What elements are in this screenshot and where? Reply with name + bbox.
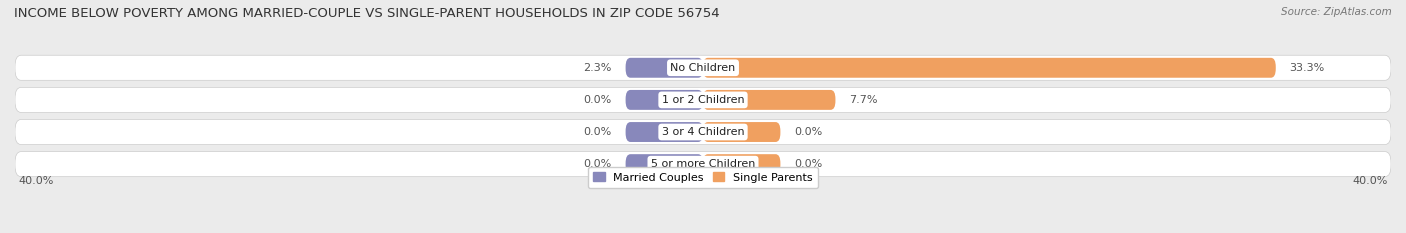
Text: 0.0%: 0.0%	[583, 95, 612, 105]
Text: 33.3%: 33.3%	[1289, 63, 1324, 73]
FancyBboxPatch shape	[703, 90, 835, 110]
FancyBboxPatch shape	[626, 154, 703, 174]
Text: 3 or 4 Children: 3 or 4 Children	[662, 127, 744, 137]
FancyBboxPatch shape	[703, 58, 1275, 78]
FancyBboxPatch shape	[703, 154, 780, 174]
FancyBboxPatch shape	[15, 55, 1391, 80]
Text: INCOME BELOW POVERTY AMONG MARRIED-COUPLE VS SINGLE-PARENT HOUSEHOLDS IN ZIP COD: INCOME BELOW POVERTY AMONG MARRIED-COUPL…	[14, 7, 720, 20]
FancyBboxPatch shape	[626, 58, 703, 78]
Text: 1 or 2 Children: 1 or 2 Children	[662, 95, 744, 105]
Text: 5 or more Children: 5 or more Children	[651, 159, 755, 169]
Text: 2.3%: 2.3%	[583, 63, 612, 73]
Text: 0.0%: 0.0%	[794, 127, 823, 137]
FancyBboxPatch shape	[626, 90, 703, 110]
Text: Source: ZipAtlas.com: Source: ZipAtlas.com	[1281, 7, 1392, 17]
Text: 40.0%: 40.0%	[18, 176, 53, 186]
FancyBboxPatch shape	[703, 122, 780, 142]
Text: 0.0%: 0.0%	[583, 159, 612, 169]
Text: 0.0%: 0.0%	[583, 127, 612, 137]
FancyBboxPatch shape	[15, 120, 1391, 144]
FancyBboxPatch shape	[15, 87, 1391, 113]
Text: No Children: No Children	[671, 63, 735, 73]
Legend: Married Couples, Single Parents: Married Couples, Single Parents	[588, 167, 818, 188]
Text: 7.7%: 7.7%	[849, 95, 877, 105]
Text: 40.0%: 40.0%	[1353, 176, 1388, 186]
Text: 0.0%: 0.0%	[794, 159, 823, 169]
FancyBboxPatch shape	[626, 122, 703, 142]
FancyBboxPatch shape	[15, 152, 1391, 177]
